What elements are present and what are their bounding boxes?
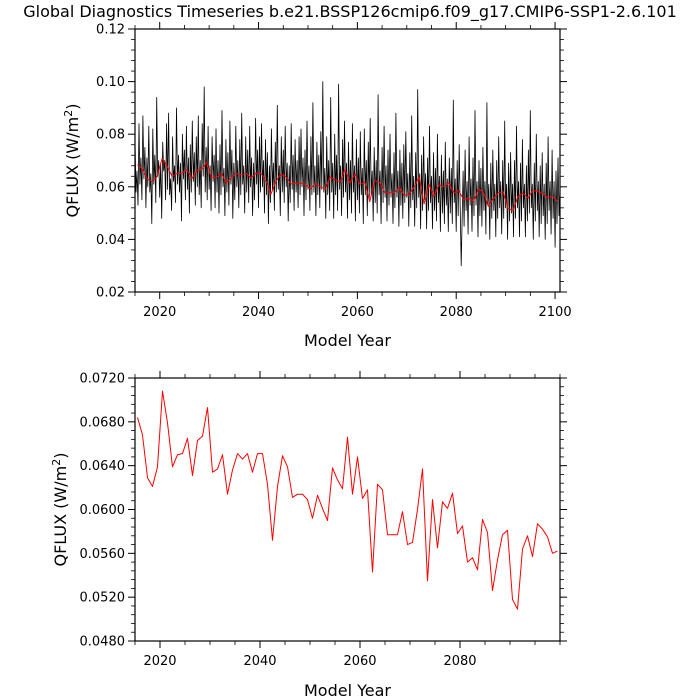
x-axis-title: Model Year [304,331,391,350]
y-tick-label: 0.0640 [80,459,126,474]
x-tick-label: 2040 [243,654,276,669]
y-tick-label: 0.0480 [80,635,126,650]
series-line-annual [137,157,558,212]
series-line-monthly [134,81,561,267]
plot-frame [134,28,561,293]
y-tick-label: 0.0720 [80,372,126,387]
y-tick-label: 0.06 [96,180,125,195]
y-tick-label: 0.12 [96,23,125,38]
x-tick-label: 2020 [143,654,176,669]
x-axis-title: Model Year [304,681,391,700]
figure-title: Global Diagnostics Timeseries b.e21.BSSP… [23,2,677,21]
y-tick-label: 0.04 [96,233,125,248]
x-tick-label: 2020 [143,305,176,320]
x-tick-label: 2080 [443,654,476,669]
y-axis-title: QFLUX (W/m2) [50,453,70,567]
x-tick-label: 2040 [242,305,275,320]
y-tick-label: 0.0560 [80,547,126,562]
x-tick-label: 2080 [440,305,473,320]
y-tick-label: 0.02 [96,286,125,301]
plot-frame [134,377,561,642]
x-tick-label: 2100 [539,305,572,320]
series-line-annual [137,390,558,610]
y-tick-label: 0.0680 [80,415,126,430]
y-axis-title: QFLUX (W/m2) [62,104,82,218]
panel-top: 2020 2040 2060 2080 2100 0.02 0.04 0.06 0.08 0.10… [62,22,572,350]
y-tick-label: 0.10 [96,75,125,90]
x-tick-label: 2060 [343,654,376,669]
x-tick-label: 2060 [341,305,374,320]
y-tick-label: 0.0600 [80,503,126,518]
y-tick-label: 0.0520 [80,591,126,606]
panel-bottom: 2020 2040 2060 2080 0.0480 0.0520 0.0560 0.0600… [50,371,567,700]
y-tick-label: 0.08 [96,128,125,143]
